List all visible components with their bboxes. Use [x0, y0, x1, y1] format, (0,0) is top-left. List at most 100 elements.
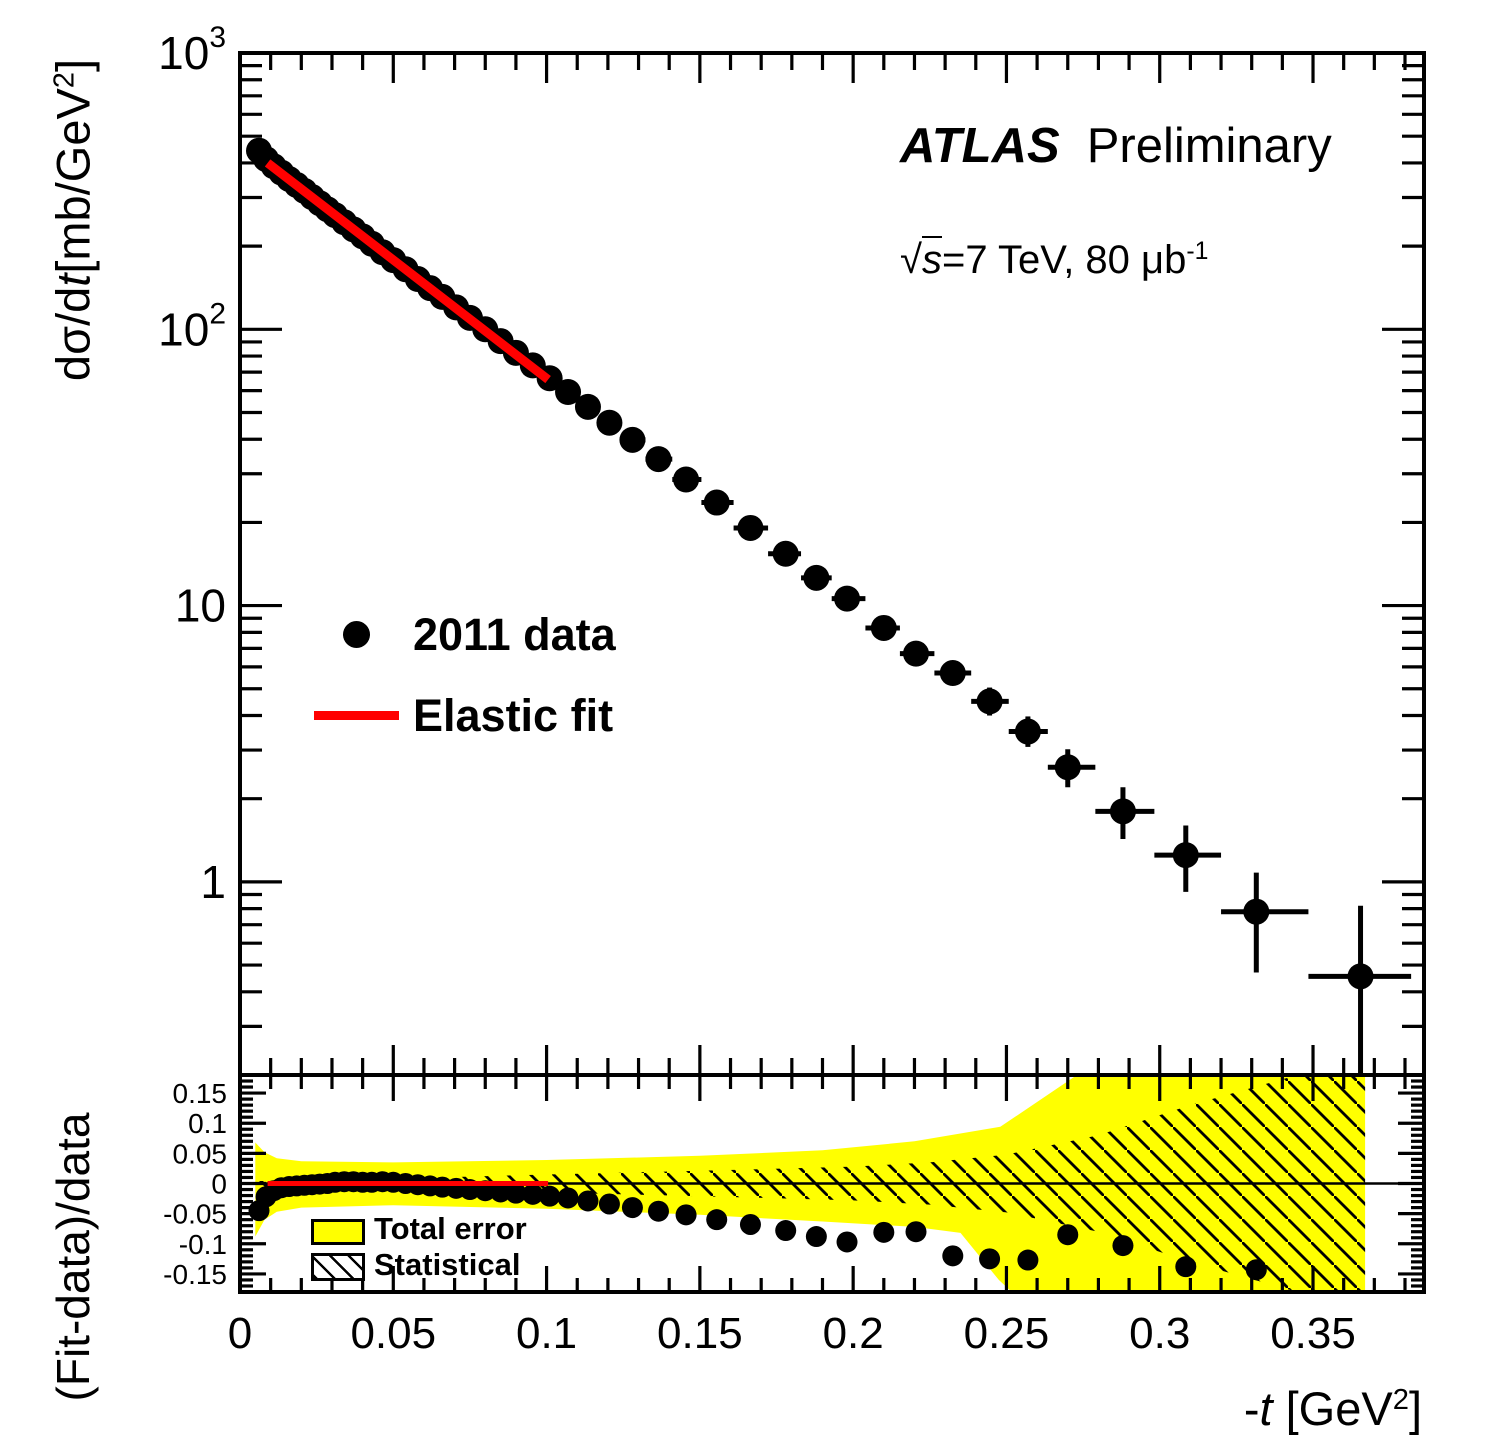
data-point — [673, 466, 700, 493]
ratio-data-point — [490, 1181, 512, 1203]
y-ratio-tick-label: -0.05 — [163, 1199, 227, 1230]
x-axis-title: -t [GeV2] — [1130, 1381, 1422, 1436]
ratio-data-point — [775, 1220, 797, 1242]
legend-statistical-label: Statistical — [374, 1247, 521, 1282]
legend-data-marker — [343, 621, 370, 648]
y-axis-title-main: dσ/dt[mb/GeV2] — [46, 59, 101, 381]
ratio-data-point — [522, 1183, 544, 1205]
ratio-data-point — [1245, 1259, 1267, 1281]
ratio-data-point — [836, 1231, 858, 1253]
y-main-tick-label: 102 — [158, 297, 226, 355]
data-point — [1172, 842, 1199, 869]
data-point — [903, 640, 930, 667]
ratio-data-point — [557, 1187, 579, 1209]
title-fragment: [GeV — [1272, 1382, 1393, 1435]
data-point — [1109, 798, 1136, 825]
ratio-data-point — [577, 1190, 599, 1212]
title-fragment: t — [1259, 1382, 1273, 1435]
ratio-data-point — [621, 1197, 643, 1219]
data-point — [1054, 754, 1081, 781]
ratio-panel — [240, 1075, 1424, 1292]
legend-fit-label: Elastic fit — [413, 690, 614, 741]
y-ratio-tick-label: 0.05 — [173, 1138, 228, 1169]
experiment-header: ATLAS Preliminary — [900, 118, 1332, 174]
data-point — [703, 489, 730, 516]
y-ratio-tick-label: 0 — [211, 1169, 227, 1200]
legend-fit-line-sample — [314, 711, 399, 720]
ratio-data-point — [675, 1204, 697, 1226]
title-fragment: dσ/d — [46, 286, 100, 382]
legend-total-error-swatch — [311, 1219, 365, 1245]
data-point — [1243, 898, 1270, 925]
atlas-wordmark: ATLAS — [900, 119, 1060, 173]
ratio-data-point — [905, 1221, 927, 1243]
y-ratio-tick-label: 0.1 — [188, 1108, 227, 1139]
y-ratio-tick-label: -0.15 — [163, 1259, 227, 1290]
y-ratio-tick-label: 0.15 — [173, 1078, 228, 1109]
data-point — [555, 378, 582, 405]
x-tick-label: 0 — [228, 1309, 252, 1358]
y-main-tick-label: 103 — [158, 21, 226, 79]
sqrt-sign: √ — [900, 238, 922, 282]
data-point — [976, 688, 1003, 715]
y-ratio-tick-label: -0.1 — [179, 1229, 227, 1260]
data-point — [834, 585, 861, 612]
x-tick-label: 0.1 — [516, 1309, 577, 1358]
data-point — [574, 393, 601, 420]
lumi-exponent: -1 — [1186, 238, 1209, 266]
ratio-data-point — [505, 1182, 527, 1204]
y-main-tick-label: 10 — [175, 580, 226, 632]
data-point — [772, 540, 799, 567]
conditions-text: =7 TeV, 80 — [941, 238, 1142, 282]
x-tick-label: 0.15 — [657, 1309, 743, 1358]
ratio-data-point — [598, 1193, 620, 1215]
title-fragment: ] — [46, 58, 100, 72]
ratio-data-point — [739, 1213, 761, 1235]
elastic-fit-line — [264, 159, 551, 384]
sqrt-s: s — [921, 236, 942, 282]
ratio-data-point — [1112, 1235, 1134, 1257]
ratio-data-point — [1017, 1249, 1039, 1271]
main-frame — [238, 51, 1426, 1077]
data-point — [645, 446, 672, 473]
title-fragment: t — [46, 273, 100, 287]
title-fragment: ] — [1408, 1382, 1422, 1435]
data-point — [1014, 718, 1041, 745]
title-fragment: 2 — [48, 71, 81, 89]
data-point — [939, 660, 966, 687]
lumi-unit: μb — [1141, 238, 1187, 282]
ratio-data-point — [979, 1248, 1001, 1270]
data-point — [619, 426, 646, 453]
data-point — [1347, 963, 1374, 990]
data-point — [870, 614, 897, 641]
y-main-tick-label: 1 — [200, 856, 226, 908]
x-tick-label: 0.25 — [964, 1309, 1050, 1358]
x-tick-label: 0.2 — [823, 1309, 884, 1358]
legend-total-error-label: Total error — [374, 1211, 527, 1246]
ratio-data-point — [539, 1185, 561, 1207]
x-tick-label: 0.35 — [1270, 1309, 1356, 1358]
main-panel — [246, 137, 1412, 1075]
legend-statistical-swatch — [311, 1253, 365, 1281]
ratio-data-point — [647, 1200, 669, 1222]
x-tick-label: 0.05 — [350, 1309, 436, 1358]
ratio-data-point — [942, 1245, 964, 1267]
data-point — [803, 564, 830, 591]
ratio-data-point — [873, 1221, 895, 1243]
ratio-data-point — [805, 1226, 827, 1248]
data-point — [737, 514, 764, 541]
title-fragment: - — [1243, 1382, 1260, 1435]
y-axis-title-ratio: (Fit-data)/data — [47, 1112, 99, 1402]
title-fragment: 2 — [1392, 1383, 1409, 1416]
ratio-data-point — [1057, 1224, 1079, 1246]
x-tick-label: 0.3 — [1129, 1309, 1190, 1358]
ratio-data-point — [706, 1209, 728, 1231]
title-fragment: [mb/GeV — [46, 88, 100, 274]
preliminary-label: Preliminary — [1086, 119, 1332, 173]
data-point — [596, 409, 623, 436]
legend-data-label: 2011 data — [413, 609, 616, 660]
ratio-data-point — [1175, 1256, 1197, 1278]
